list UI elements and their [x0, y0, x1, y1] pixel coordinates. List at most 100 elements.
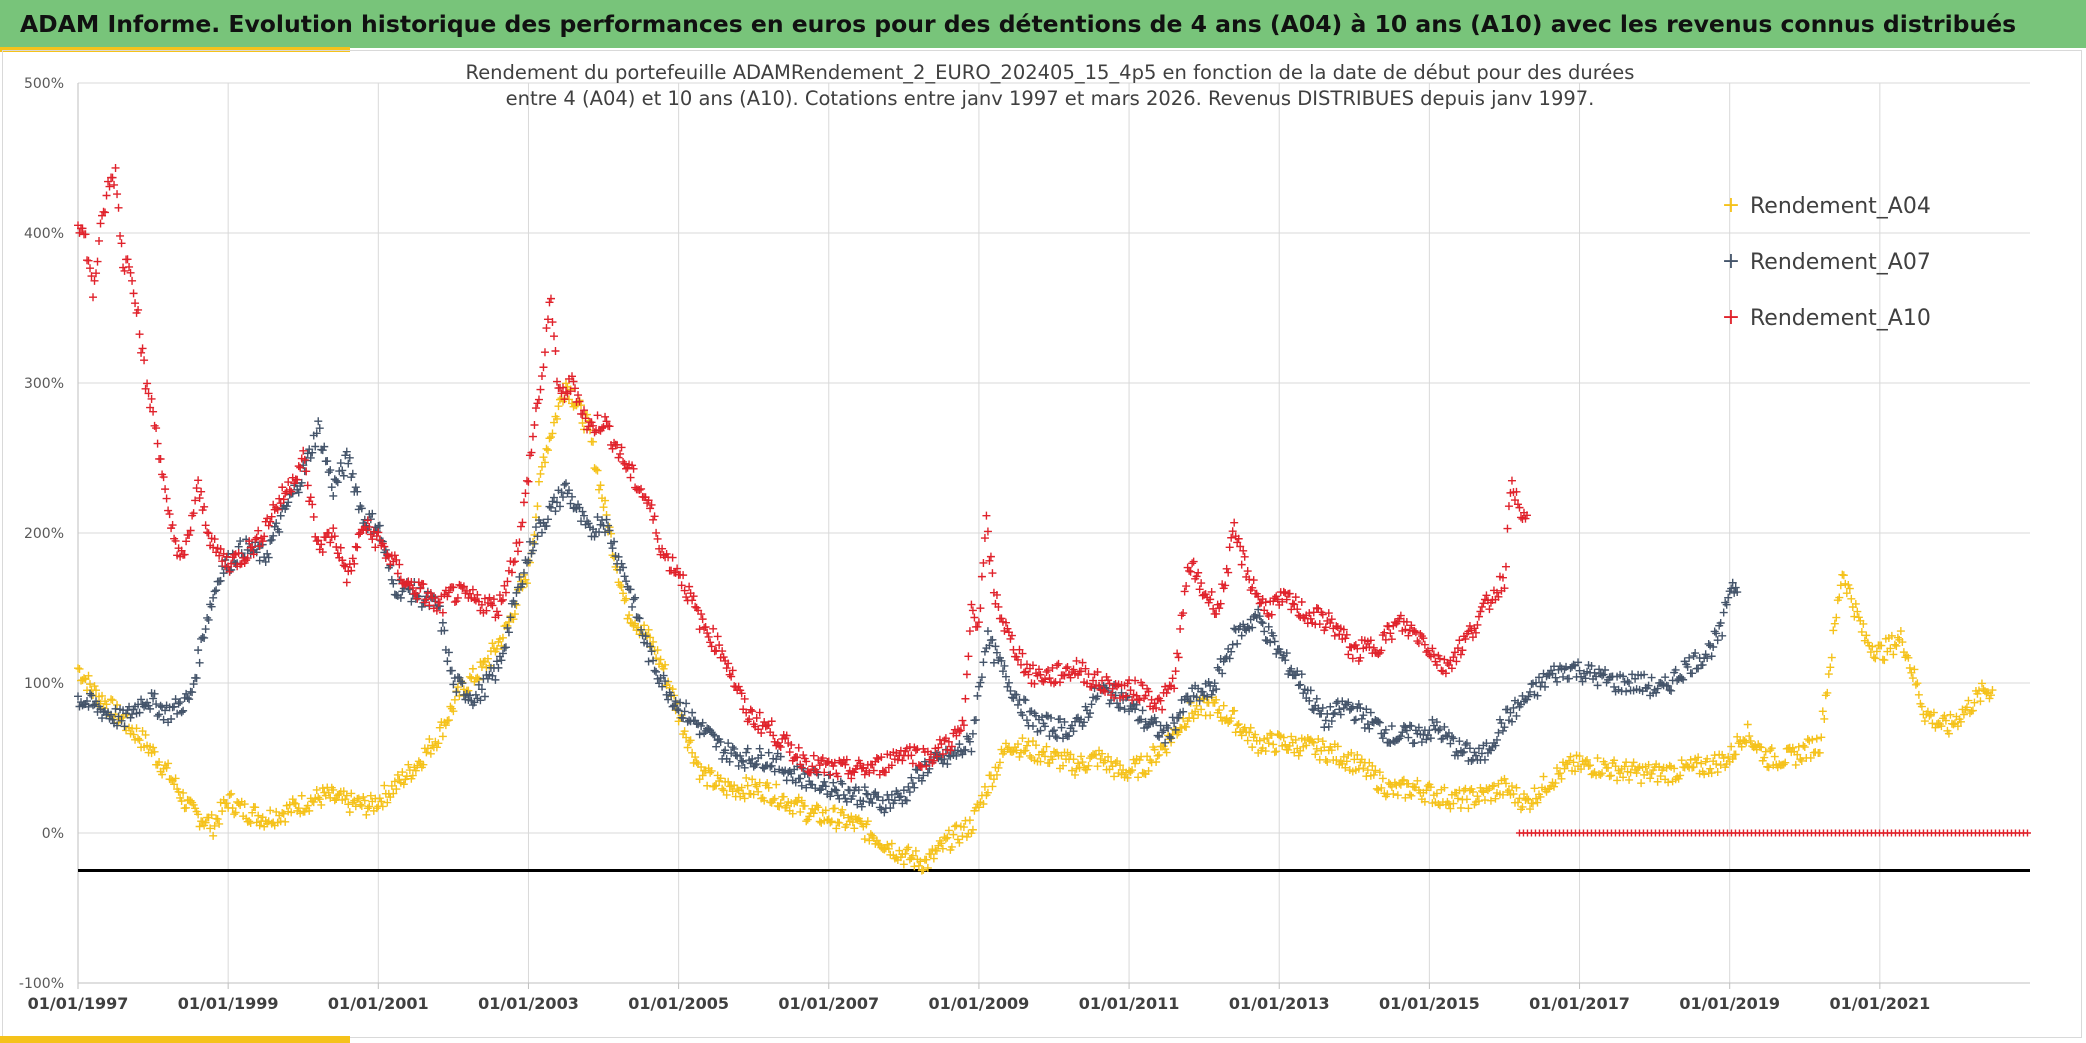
data-point: [649, 515, 658, 524]
data-point: [444, 716, 453, 725]
data-point: [974, 618, 983, 627]
data-point: [1940, 711, 1949, 720]
data-point: [186, 796, 195, 805]
data-point: [155, 758, 164, 767]
data-point: [1368, 761, 1377, 770]
data-point: [365, 802, 374, 811]
data-point: [1455, 737, 1464, 746]
data-point: [1056, 715, 1065, 724]
data-point: [841, 760, 850, 769]
data-point: [375, 521, 384, 530]
data-point: [1206, 595, 1215, 604]
data-point: [255, 556, 264, 565]
data-point: [1677, 674, 1686, 683]
data-point: [679, 714, 688, 723]
data-point: [530, 539, 539, 548]
data-point: [1291, 593, 1300, 602]
data-point: [1701, 650, 1710, 659]
data-point: [1332, 622, 1341, 631]
data-point: [1040, 722, 1049, 731]
data-point: [215, 819, 224, 828]
data-point: [329, 785, 338, 794]
data-point: [1489, 781, 1498, 790]
data-point: [1123, 773, 1132, 782]
data-point: [290, 798, 299, 807]
data-point: [1498, 726, 1507, 735]
data-point: [195, 658, 204, 667]
data-point: [1194, 568, 1203, 577]
data-point: [1141, 691, 1150, 700]
data-point: [1853, 607, 1862, 616]
data-point: [1581, 757, 1590, 766]
data-point: [737, 783, 746, 792]
data-point: [470, 595, 479, 604]
data-point: [1872, 647, 1881, 656]
data-point: [360, 796, 369, 805]
data-point: [201, 818, 210, 827]
data-point: [546, 294, 555, 303]
data-point: [152, 700, 161, 709]
data-point: [886, 803, 895, 812]
data-point: [1812, 734, 1821, 743]
data-point: [1189, 557, 1198, 566]
data-point: [425, 735, 434, 744]
data-point: [1362, 705, 1371, 714]
data-point: [194, 646, 203, 655]
data-point: [1326, 619, 1335, 628]
data-point: [1185, 566, 1194, 575]
data-point: [1174, 713, 1183, 722]
data-point: [973, 622, 982, 631]
data-point: [1414, 723, 1423, 732]
data-point: [1219, 701, 1228, 710]
data-point: [284, 498, 293, 507]
data-point: [1227, 647, 1236, 656]
report-title: ADAM Informe. Evolution historique des p…: [20, 10, 2017, 38]
data-point: [1117, 688, 1126, 697]
data-point: [1150, 745, 1159, 754]
data-point: [628, 461, 637, 470]
data-point: [1387, 782, 1396, 791]
data-point: [177, 708, 186, 717]
data-point: [282, 502, 291, 511]
data-point: [296, 463, 305, 472]
data-point: [86, 264, 95, 273]
data-point: [264, 553, 273, 562]
data-point: [294, 488, 303, 497]
data-point: [1243, 736, 1252, 745]
data-point: [688, 708, 697, 717]
data-point: [279, 809, 288, 818]
data-point: [1503, 524, 1512, 533]
data-point: [1113, 757, 1122, 766]
x-tick-label: 01/01/2011: [1079, 994, 1180, 1013]
data-point: [871, 788, 880, 797]
data-point: [501, 643, 510, 652]
data-point: [1500, 584, 1509, 593]
data-point: [1679, 675, 1688, 684]
data-point: [1959, 710, 1968, 719]
data-point: [1970, 698, 1979, 707]
data-point: [1501, 562, 1510, 571]
data-point: [1413, 776, 1422, 785]
data-point: [209, 831, 218, 840]
data-point: [1327, 717, 1336, 726]
x-tick-label: 01/01/2013: [1229, 994, 1330, 1013]
data-point: [1428, 715, 1437, 724]
data-point: [958, 716, 967, 725]
data-point: [1510, 496, 1519, 505]
legend-item-a07: + Rendement_A07: [1718, 234, 1931, 290]
data-point: [537, 528, 546, 537]
data-point: [210, 587, 219, 596]
data-point: [571, 384, 580, 393]
data-point: [2023, 829, 2031, 837]
data-point: [1760, 753, 1769, 762]
data-point: [974, 803, 983, 812]
data-point: [1037, 748, 1046, 757]
data-point: [524, 477, 533, 486]
data-point: [1509, 789, 1518, 798]
data-point: [1554, 769, 1563, 778]
data-point: [1350, 755, 1359, 764]
data-point: [1530, 784, 1539, 793]
data-point: [637, 625, 646, 634]
data-point: [1018, 649, 1027, 658]
data-point: [727, 749, 736, 758]
